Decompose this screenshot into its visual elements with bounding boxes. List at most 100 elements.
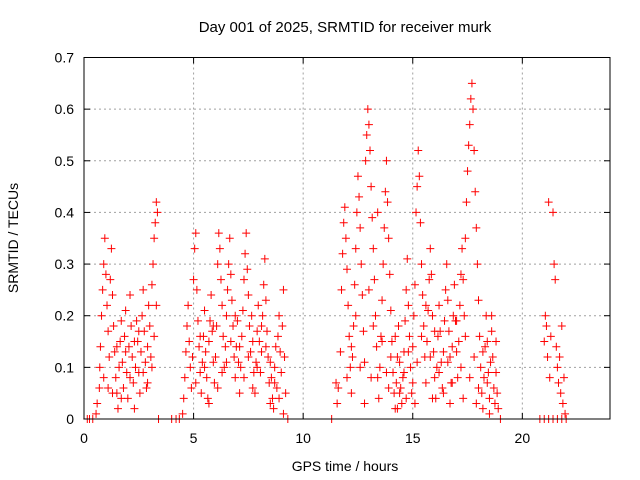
- data-point: [151, 218, 160, 227]
- data-point: [134, 327, 143, 336]
- data-point: [244, 291, 253, 300]
- data-point: [477, 389, 486, 398]
- data-point: [378, 337, 387, 346]
- data-point: [350, 280, 359, 289]
- data-point: [405, 332, 414, 341]
- data-point: [120, 332, 129, 341]
- data-point: [189, 275, 198, 284]
- data-point: [192, 285, 201, 294]
- data-point: [203, 394, 212, 403]
- data-point: [96, 342, 105, 351]
- data-point: [210, 378, 219, 387]
- data-point: [395, 358, 404, 367]
- data-point: [278, 322, 287, 331]
- data-point: [478, 404, 487, 413]
- data-point: [544, 198, 553, 207]
- data-point: [554, 378, 563, 387]
- data-point: [384, 384, 393, 393]
- data-point: [433, 332, 442, 341]
- data-point: [387, 337, 396, 346]
- data-point: [487, 311, 496, 320]
- y-tick-label: 0.4: [55, 204, 75, 220]
- plot-frame: [83, 57, 611, 420]
- data-point: [494, 404, 503, 413]
- data-point: [264, 353, 273, 362]
- data-point: [385, 270, 394, 279]
- data-point: [356, 363, 365, 372]
- data-point: [448, 342, 457, 351]
- data-point: [368, 213, 377, 222]
- data-point: [367, 182, 376, 191]
- data-point: [543, 353, 552, 362]
- data-point: [272, 384, 281, 393]
- data-point: [223, 285, 232, 294]
- data-point: [97, 311, 106, 320]
- data-point: [382, 156, 391, 165]
- y-tick-label: 0.6: [55, 101, 75, 117]
- data-point: [373, 208, 382, 217]
- data-point: [231, 311, 240, 320]
- data-point: [399, 368, 408, 377]
- data-point: [414, 146, 423, 155]
- data-point: [136, 347, 145, 356]
- data-point: [487, 327, 496, 336]
- data-point: [340, 203, 349, 212]
- data-point: [213, 260, 222, 269]
- data-point: [273, 332, 282, 341]
- data-point: [435, 368, 444, 377]
- data-point: [153, 208, 162, 217]
- data-point: [489, 384, 498, 393]
- data-point: [343, 265, 351, 274]
- data-point: [470, 353, 479, 362]
- data-point: [379, 260, 388, 269]
- data-point: [270, 363, 279, 372]
- data-point: [118, 358, 127, 367]
- data-point: [463, 167, 472, 176]
- data-point: [486, 358, 495, 367]
- data-point: [227, 296, 236, 305]
- data-point: [490, 399, 499, 408]
- data-point: [392, 378, 401, 387]
- y-tick-labels: 0 0.1 0.2 0.3 0.4 0.5 0.6 0.7: [55, 50, 75, 428]
- data-point: [333, 399, 342, 408]
- x-tick-labels: 0 5 10 15 20: [80, 430, 530, 446]
- data-point: [360, 358, 369, 367]
- data-point: [476, 363, 485, 372]
- grid-lines: [84, 57, 610, 419]
- data-point: [459, 394, 468, 403]
- data-point: [341, 234, 350, 243]
- data-point: [109, 322, 118, 331]
- data-point: [430, 373, 439, 382]
- data-point: [422, 337, 431, 346]
- data-point: [218, 368, 227, 377]
- data-point: [147, 280, 156, 289]
- data-point: [439, 389, 448, 398]
- data-point: [398, 373, 407, 382]
- data-point: [440, 316, 449, 325]
- data-point: [370, 275, 379, 284]
- data-point: [255, 337, 264, 346]
- data-point: [343, 373, 351, 382]
- data-point: [147, 363, 156, 372]
- data-point: [260, 254, 269, 263]
- data-point: [214, 229, 223, 238]
- data-point: [455, 301, 464, 310]
- data-point: [100, 234, 109, 243]
- data-point: [407, 389, 416, 398]
- data-point: [356, 223, 365, 232]
- data-point: [270, 378, 279, 387]
- data-point: [382, 368, 391, 377]
- data-point: [347, 342, 356, 351]
- data-point: [131, 363, 140, 372]
- data-point: [471, 187, 480, 196]
- axis-ticks: [83, 57, 610, 420]
- data-point: [198, 358, 207, 367]
- data-point: [472, 223, 481, 232]
- data-point: [105, 353, 114, 362]
- data-point: [275, 311, 284, 320]
- data-point: [193, 316, 202, 325]
- data-point: [257, 322, 266, 331]
- data-point: [126, 291, 135, 300]
- data-point: [126, 373, 135, 382]
